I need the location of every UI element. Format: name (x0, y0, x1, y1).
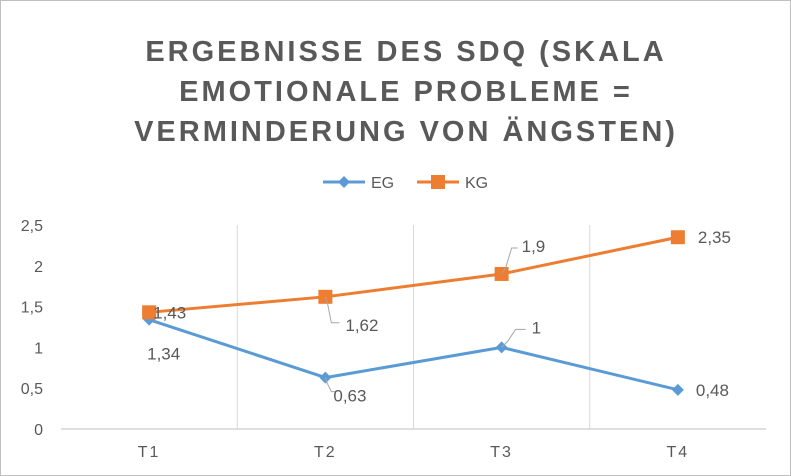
y-tick-label: 0 (34, 422, 43, 439)
grid (236, 225, 591, 429)
leader-line (324, 377, 336, 393)
data-label-eg: 0,48 (696, 381, 729, 400)
x-tick-label: T1 (138, 444, 161, 461)
data-label-eg: 0,63 (333, 387, 366, 406)
y-tick-label: 1 (34, 340, 43, 357)
data-label-kg: 1,62 (345, 316, 378, 335)
x-tick-label: T3 (490, 444, 513, 461)
y-tick-label: 0,5 (21, 381, 43, 398)
chart-title-line-1: ERGEBNISSE DES SDQ (SKALA (145, 36, 666, 68)
data-label-eg: 1,34 (147, 345, 180, 364)
chart-title: ERGEBNISSE DES SDQ (SKALA EMOTIONALE PRO… (134, 36, 678, 148)
series-line-kg (148, 235, 679, 314)
data-point-kg (142, 305, 157, 320)
y-tick-label: 1,5 (21, 300, 43, 317)
legend-label-eg: EG (371, 175, 394, 192)
x-tick-label: T2 (314, 444, 337, 461)
chart-title-line-3: VERMINDERUNG VON ÄNGSTEN) (134, 115, 678, 148)
legend-marker-kg (431, 175, 445, 189)
data-label-eg: 1 (532, 318, 541, 337)
data-point-eg (671, 383, 684, 396)
leader-line (501, 328, 526, 348)
x-tick-label: T4 (667, 444, 690, 461)
leader-line (501, 247, 518, 275)
y-tick-label: 2 (34, 259, 43, 276)
legend-marker-eg (338, 176, 350, 188)
data-label-kg: 2,35 (698, 228, 731, 247)
leader-line (324, 296, 340, 324)
data-label-kg: 1,9 (522, 237, 546, 256)
data-labels: 1,34 0,63 1 0,48 1,43 1,62 1,9 2,35 (147, 228, 731, 405)
chart-title-line-2: EMOTIONALE PROBLEME = (179, 76, 633, 108)
legend: EG KG (323, 175, 488, 192)
y-tick-label: 2,5 (21, 218, 43, 235)
data-label-kg: 1,43 (153, 303, 186, 322)
axes: 0 0,5 1 1,5 2 2,5 T1 T2 T3 T4 (21, 218, 766, 461)
series-line-eg (148, 318, 679, 392)
data-point-kg (670, 230, 685, 245)
legend-label-kg: KG (465, 175, 488, 192)
